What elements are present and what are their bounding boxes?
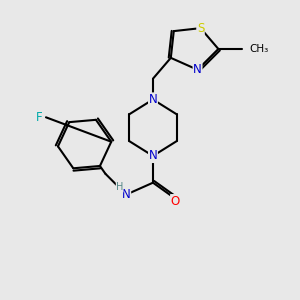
Text: N: N (193, 63, 202, 76)
Text: S: S (197, 22, 204, 34)
Text: F: F (36, 111, 43, 124)
Text: N: N (148, 149, 157, 162)
Text: CH₃: CH₃ (250, 44, 269, 54)
Text: N: N (148, 93, 157, 106)
Text: H: H (116, 182, 123, 192)
Text: N: N (122, 188, 130, 201)
Text: O: O (171, 195, 180, 208)
